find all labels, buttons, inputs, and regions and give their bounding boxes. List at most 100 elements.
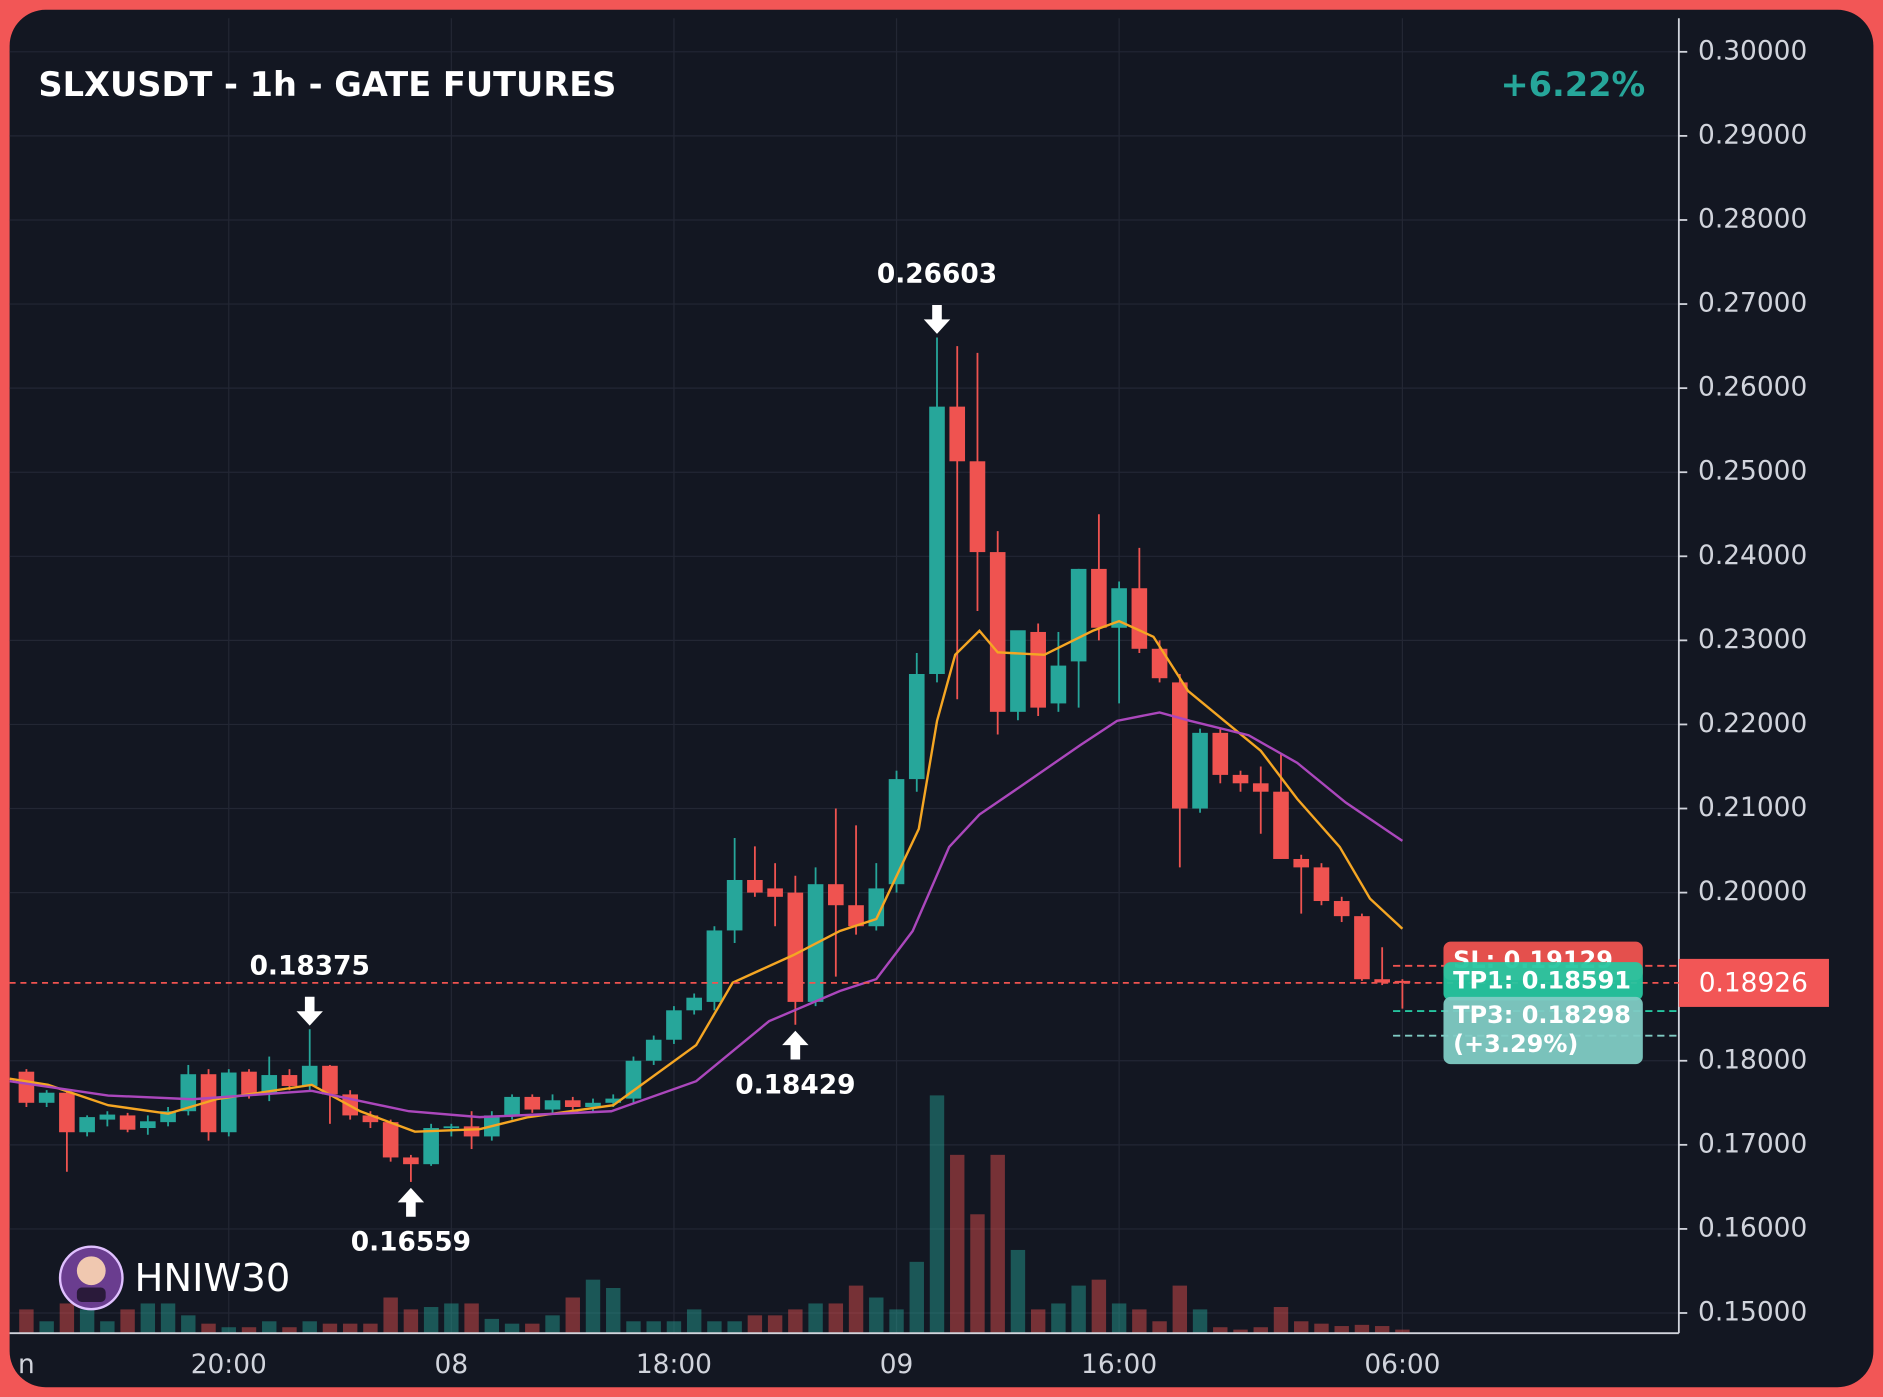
volume-bar [201,1323,216,1334]
y-tick-label: 0.27000 [1698,288,1807,319]
watermark: HNIW30 [135,1256,291,1301]
x-tick-label: 20:00 [191,1349,267,1380]
annotation-arrow [397,1187,425,1217]
y-tick-label: 0.20000 [1698,876,1807,907]
volume-bar [950,1154,965,1334]
volume-bar [262,1321,277,1334]
volume-bar [221,1327,236,1334]
volume-bar [484,1318,500,1334]
volume-bar [788,1309,803,1334]
candle-body [1333,901,1350,917]
candle-body [443,1126,460,1129]
plot-layer [9,337,1411,1182]
candle-body [200,1074,217,1133]
moving-average-line [9,711,1404,1119]
volume-bar [747,1315,763,1334]
candle-body [1273,791,1289,859]
last-price-box [1678,958,1829,1007]
candle-body [848,905,864,927]
candle-body [1172,682,1188,809]
annotation-label: 0.18429 [735,1069,855,1100]
annotation-arrow [296,996,323,1026]
volume-bar [1010,1249,1026,1334]
volume-bar [1172,1285,1188,1334]
volume-bar [363,1323,378,1334]
volume-bar [909,1261,924,1334]
candle-body [38,1092,55,1103]
volume-bar [565,1297,580,1334]
candle-body [524,1096,541,1110]
candle-body [888,779,905,885]
volume-bar [282,1327,297,1334]
y-tick-label: 0.15000 [1698,1296,1807,1327]
volume-bar [1314,1323,1329,1334]
candle-body [59,1092,75,1133]
y-tick-label: 0.23000 [1698,624,1807,655]
y-tick-label: 0.29000 [1698,119,1807,150]
candle-body [605,1098,622,1103]
candle-body [645,1039,662,1061]
candle-body [1030,631,1046,708]
candle-body [1131,588,1148,649]
y-tick-label: 0.22000 [1698,708,1807,739]
x-tick-label: 06:00 [1364,1349,1440,1380]
volume-bar [767,1315,783,1334]
annotation-label: 0.26603 [877,258,997,289]
candle-body [828,884,844,906]
volume-bar [464,1303,479,1334]
volume-bar [889,1309,904,1334]
volume-bar [302,1321,317,1334]
volume-bar [120,1309,135,1334]
candle-body [1354,916,1370,980]
volume-bar [848,1285,864,1334]
candle-body [403,1157,419,1165]
y-tick-label: 0.21000 [1698,792,1807,823]
volume-bar [585,1279,601,1334]
y-tick-label: 0.18000 [1698,1044,1807,1075]
y-tick-label: 0.24000 [1698,540,1807,571]
volume-bar [1051,1303,1066,1334]
x-tick-label: 09 [880,1349,914,1380]
candle-body [362,1115,379,1123]
candle-body [949,406,966,462]
volume-bar [1334,1326,1349,1334]
candle-body [747,879,763,893]
volume-bar [606,1287,621,1334]
volume-bar [1192,1309,1208,1334]
volume-bar [1071,1285,1086,1334]
candle-body [625,1060,642,1099]
candle-body [908,674,925,780]
volume-bar [383,1297,398,1334]
last-price-label: 0.18926 [1699,968,1808,999]
volume-bar [342,1323,358,1334]
volume-bar [1233,1329,1248,1334]
volume-bar [828,1303,844,1334]
candle-body [241,1071,257,1095]
y-tick-label: 0.17000 [1698,1128,1807,1159]
level-box [1443,962,1643,1001]
annotation-arrow [923,305,951,334]
volume-bar [1374,1326,1390,1334]
candle-body [504,1096,520,1116]
volume-bar [990,1154,1005,1334]
candle-body [1151,648,1168,679]
candle-body [564,1100,581,1108]
candle-body [463,1126,480,1137]
candle-body [929,406,945,675]
candle-body [1374,979,1390,983]
candle-body [180,1074,197,1112]
level-label: TP1: 0.18591 [1453,966,1631,994]
chart-title: SLXUSDT - 1h - GATE FUTURES [38,65,616,104]
candle-body [989,552,1006,712]
moving-average-line [9,619,1404,1133]
axis-layer: 0.30000 0.29000 0.28000 0.27000 0.26000 0.250… [18,35,1807,1380]
candle-body [1394,980,1411,983]
candle-body [220,1072,237,1133]
x-tick-label: n [18,1349,35,1380]
candle-body [868,888,885,927]
candle-body [706,930,723,1002]
volume-bar [646,1321,661,1334]
candle-body [281,1075,298,1086]
volume-bar [929,1095,945,1334]
